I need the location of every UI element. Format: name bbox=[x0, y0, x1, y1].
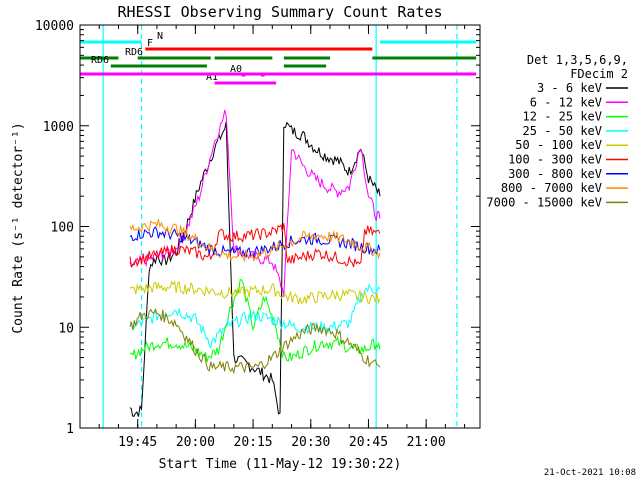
legend-title-line1: Det 1,3,5,6,9, bbox=[527, 53, 628, 67]
x-tick-label: 20:15 bbox=[234, 435, 273, 450]
legend-label-1: 6 - 12 keV bbox=[530, 95, 602, 109]
y-tick-label: 100 bbox=[51, 221, 74, 236]
chart-title: RHESSI Observing Summary Count Rates bbox=[117, 3, 442, 21]
legend-label-2: 12 - 25 keV bbox=[523, 110, 602, 124]
timestamp: 21-Oct-2021 10:08 bbox=[544, 468, 636, 478]
y-tick-label: 10000 bbox=[35, 19, 74, 34]
series-line-6 bbox=[129, 226, 381, 259]
legend-label-8: 7000 - 15000 keV bbox=[486, 195, 602, 209]
y-tick-label: 10 bbox=[58, 321, 74, 336]
y-tick-label: 1 bbox=[66, 422, 74, 437]
legend-label-4: 50 - 100 keV bbox=[515, 138, 602, 152]
legend-label-0: 3 - 6 keV bbox=[537, 81, 602, 95]
x-tick-label: 20:45 bbox=[349, 435, 388, 450]
y-tick-label: 1000 bbox=[43, 120, 74, 135]
x-tick-label: 19:45 bbox=[118, 435, 157, 450]
series-line-3 bbox=[129, 283, 381, 349]
x-axis-label: Start Time (11-May-12 19:30:22) bbox=[159, 457, 402, 472]
state-bar-label: A0 bbox=[230, 64, 242, 75]
state-bar-label: RD6 bbox=[91, 55, 109, 66]
legend-label-5: 100 - 300 keV bbox=[508, 153, 602, 167]
series-line-4 bbox=[129, 280, 381, 305]
x-tick-label: 20:30 bbox=[291, 435, 330, 450]
x-tick-label: 20:00 bbox=[176, 435, 215, 450]
legend-label-6: 300 - 800 keV bbox=[508, 167, 602, 181]
state-bar-label: RD6 bbox=[125, 47, 143, 58]
series-line-8 bbox=[129, 307, 381, 375]
x-tick-label: 21:00 bbox=[407, 435, 446, 450]
state-bar-label: A1 bbox=[206, 72, 218, 83]
state-bar-label: F bbox=[147, 38, 153, 49]
series-line-7 bbox=[129, 219, 381, 263]
legend-label-3: 25 - 50 keV bbox=[523, 124, 602, 138]
legend-label-7: 800 - 7000 keV bbox=[501, 181, 602, 195]
series-line-2 bbox=[129, 278, 381, 363]
series-line-5 bbox=[129, 223, 381, 268]
state-bar-label: N bbox=[157, 31, 163, 42]
series-line-1 bbox=[129, 109, 381, 298]
legend-title-line2: FDecim 2 bbox=[570, 67, 628, 81]
y-axis-label: Count Rate (s⁻¹ detector⁻¹) bbox=[11, 122, 26, 333]
series-line-0 bbox=[129, 121, 381, 418]
